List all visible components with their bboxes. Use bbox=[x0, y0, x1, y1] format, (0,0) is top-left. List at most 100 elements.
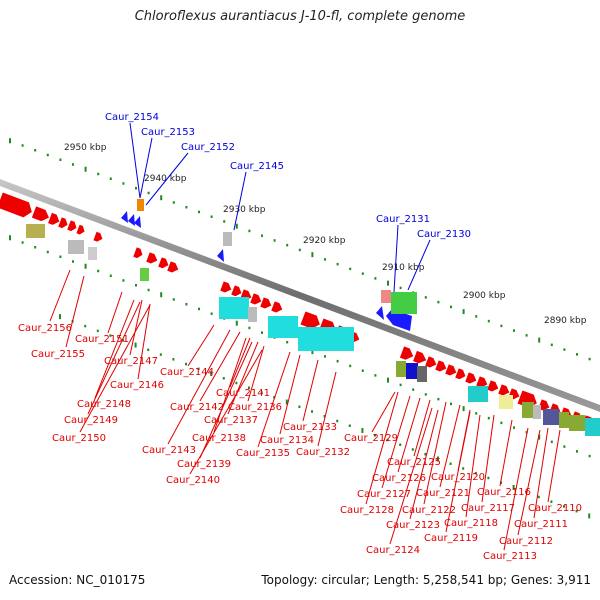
gene-label[interactable]: Caur_2112 bbox=[499, 536, 553, 547]
gene-label[interactable]: Caur_2137 bbox=[204, 415, 258, 426]
gene-label[interactable]: Caur_2147 bbox=[104, 356, 158, 367]
gene-label[interactable]: Caur_2127 bbox=[357, 489, 411, 500]
gene-label[interactable]: Caur_2155 bbox=[31, 349, 85, 360]
gene-label[interactable]: Caur_2111 bbox=[514, 519, 568, 530]
gene-label[interactable]: Caur_2156 bbox=[18, 323, 72, 334]
gene-label[interactable]: Caur_2140 bbox=[166, 475, 220, 486]
leader-line bbox=[187, 324, 215, 367]
gene-label[interactable]: Caur_2153 bbox=[141, 127, 195, 138]
gene-label[interactable]: Caur_2131 bbox=[376, 214, 430, 225]
leader-line bbox=[517, 429, 541, 536]
gene-label[interactable]: Caur_2118 bbox=[444, 518, 498, 529]
gene-arrow-reverse[interactable] bbox=[128, 214, 135, 226]
gene-label[interactable]: Caur_2142 bbox=[170, 402, 224, 413]
gene-label[interactable]: Caur_2149 bbox=[64, 415, 118, 426]
leader-line bbox=[547, 429, 561, 503]
leader-line bbox=[423, 401, 447, 505]
gene-label[interactable]: Caur_2124 bbox=[366, 545, 420, 556]
feature-block[interactable] bbox=[569, 415, 585, 431]
leader-line bbox=[381, 395, 411, 489]
gene-label[interactable]: Caur_2151 bbox=[75, 334, 129, 345]
leader-line bbox=[129, 299, 143, 356]
feature-block[interactable] bbox=[88, 247, 97, 260]
genome-title: Chloroflexus aurantiacus J-10-fl, comple… bbox=[134, 9, 466, 24]
feature-block[interactable] bbox=[417, 366, 427, 382]
gene-label[interactable]: Caur_2152 bbox=[181, 142, 235, 153]
feature-block[interactable] bbox=[522, 402, 534, 418]
gene-label[interactable]: Caur_2141 bbox=[216, 388, 270, 399]
gene-label[interactable]: Caur_2154 bbox=[105, 112, 159, 123]
gene-arrow-body bbox=[425, 356, 437, 368]
kbp-label: 2920 kbp bbox=[303, 236, 346, 246]
gene-arrow-reverse[interactable] bbox=[134, 216, 141, 228]
gene-arrow-reverse[interactable] bbox=[386, 309, 412, 331]
gene-label[interactable]: Caur_2125 bbox=[387, 457, 441, 468]
gene-arrow-forward bbox=[538, 399, 550, 411]
leader-line bbox=[533, 427, 549, 519]
gene-label[interactable]: Caur_2119 bbox=[424, 533, 478, 544]
gene-label[interactable]: Caur_2117 bbox=[461, 503, 515, 514]
feature-block[interactable] bbox=[559, 412, 569, 428]
gene-label[interactable]: Caur_2123 bbox=[386, 520, 440, 531]
gene-arrow-forward bbox=[425, 356, 437, 368]
gene-arrow-reverse[interactable] bbox=[121, 211, 128, 223]
feature-block[interactable] bbox=[585, 418, 600, 436]
gene-label[interactable]: Caur_2138 bbox=[192, 433, 246, 444]
gene-label[interactable]: Caur_2145 bbox=[230, 161, 284, 172]
gene-arrow-forward bbox=[231, 285, 242, 297]
gene-label[interactable]: Caur_2128 bbox=[340, 505, 394, 516]
feature-block[interactable] bbox=[298, 327, 354, 351]
gene-label[interactable]: Caur_2134 bbox=[260, 435, 314, 446]
gene-label[interactable]: Caur_2130 bbox=[417, 229, 471, 240]
feature-block[interactable] bbox=[223, 232, 232, 246]
gene-arrow-body bbox=[445, 364, 457, 376]
gene-label[interactable]: Caur_2148 bbox=[77, 399, 131, 410]
leader-line bbox=[129, 122, 141, 199]
gene-label[interactable]: Caur_2146 bbox=[110, 380, 164, 391]
gene-label[interactable]: Caur_2126 bbox=[372, 473, 426, 484]
gene-label[interactable]: Caur_2139 bbox=[177, 459, 231, 470]
gene-label[interactable]: Caur_2113 bbox=[483, 551, 537, 562]
gene-label[interactable]: Caur_2135 bbox=[236, 448, 290, 459]
feature-block[interactable] bbox=[26, 224, 45, 238]
gene-label[interactable]: Caur_2129 bbox=[344, 433, 398, 444]
gene-arrow-reverse[interactable] bbox=[217, 249, 224, 262]
feature-block[interactable] bbox=[499, 395, 513, 409]
gene-arrow-body bbox=[133, 247, 143, 259]
feature-block[interactable] bbox=[396, 361, 406, 377]
feature-block[interactable] bbox=[381, 290, 391, 303]
feature-block[interactable] bbox=[468, 386, 488, 402]
gene-arrow-forward bbox=[465, 372, 477, 384]
feature-block[interactable] bbox=[543, 409, 559, 425]
gene-arrow-forward bbox=[31, 206, 49, 222]
gene-arrow-body bbox=[413, 350, 427, 364]
feature-block[interactable] bbox=[406, 363, 418, 379]
gene-label[interactable]: Caur_2120 bbox=[431, 472, 485, 483]
leader-line bbox=[371, 391, 396, 433]
gene-arrow-body bbox=[67, 220, 77, 232]
gene-label[interactable]: Caur_2132 bbox=[296, 447, 350, 458]
gene-arrow-reverse[interactable] bbox=[376, 306, 384, 320]
leader-line bbox=[407, 239, 431, 291]
gene-label[interactable]: Caur_2143 bbox=[142, 445, 196, 456]
feature-block[interactable] bbox=[268, 316, 298, 338]
gene-label[interactable]: Caur_2133 bbox=[283, 422, 337, 433]
gene-label[interactable]: Caur_2116 bbox=[477, 487, 531, 498]
gene-label[interactable]: Caur_2136 bbox=[228, 402, 282, 413]
gene-arrow-body bbox=[498, 384, 510, 396]
feature-block[interactable] bbox=[219, 297, 249, 319]
feature-block[interactable] bbox=[248, 307, 257, 322]
gene-label[interactable]: Caur_2121 bbox=[416, 488, 470, 499]
gene-label[interactable]: Caur_2144 bbox=[160, 367, 214, 378]
gene-label[interactable]: Caur_2150 bbox=[52, 433, 106, 444]
feature-block[interactable] bbox=[68, 240, 84, 254]
gene-label[interactable]: Caur_2110 bbox=[528, 503, 582, 514]
feature-block[interactable] bbox=[140, 268, 149, 281]
genome-stats-text: Topology: circular; Length: 5,258,541 bp… bbox=[261, 573, 591, 587]
feature-block[interactable] bbox=[137, 199, 144, 211]
gene-arrow-forward bbox=[220, 281, 232, 293]
gene-label[interactable]: Caur_2122 bbox=[402, 505, 456, 516]
feature-block[interactable] bbox=[533, 405, 541, 419]
feature-block[interactable] bbox=[391, 292, 417, 314]
